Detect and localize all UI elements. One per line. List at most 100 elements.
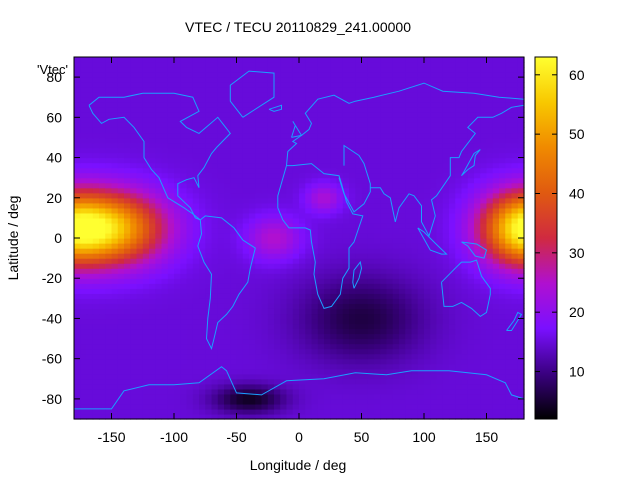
heatmap-cell	[355, 393, 363, 400]
heatmap-cell	[380, 122, 388, 128]
heatmap-cell	[230, 278, 238, 284]
heatmap-cell	[80, 328, 88, 335]
heatmap-cell	[186, 333, 194, 340]
heatmap-cell	[74, 268, 81, 274]
heatmap-cell	[261, 207, 269, 214]
heatmap-cell	[242, 398, 250, 405]
heatmap-cell	[136, 172, 144, 179]
heatmap-cell	[317, 137, 325, 144]
heatmap-cell	[280, 258, 288, 264]
heatmap-cell	[142, 112, 150, 118]
heatmap-cell	[217, 258, 225, 264]
heatmap-cell	[386, 358, 394, 365]
heatmap-cell	[136, 373, 144, 380]
heatmap-cell	[436, 147, 444, 154]
heatmap-cell	[180, 298, 188, 304]
heatmap-cell	[192, 127, 200, 134]
heatmap-cell	[261, 142, 269, 149]
heatmap-cell	[361, 232, 369, 239]
heatmap-cell	[486, 313, 494, 320]
heatmap-cell	[442, 388, 450, 395]
heatmap-cell	[242, 288, 250, 294]
heatmap-cell	[111, 388, 119, 395]
heatmap-cell	[442, 263, 450, 269]
heatmap-cell	[117, 328, 125, 335]
heatmap-cell	[455, 97, 463, 103]
heatmap-cell	[292, 212, 300, 219]
heatmap-cell	[424, 273, 431, 279]
heatmap-cell	[317, 393, 325, 400]
heatmap-cell	[136, 333, 144, 340]
heatmap-cell	[486, 102, 494, 108]
heatmap-cell	[517, 97, 525, 103]
heatmap-cell	[324, 303, 331, 309]
heatmap-cell	[299, 217, 306, 224]
heatmap-cell	[249, 122, 256, 128]
heatmap-cell	[442, 413, 450, 420]
heatmap-cell	[255, 112, 263, 118]
heatmap-cell	[86, 202, 94, 209]
heatmap-cell	[299, 403, 306, 410]
heatmap-cell	[467, 293, 475, 299]
heatmap-cell	[311, 373, 319, 380]
heatmap-cell	[224, 202, 231, 209]
heatmap-cell	[430, 112, 438, 118]
heatmap-cell	[386, 202, 394, 209]
heatmap-cell	[361, 343, 369, 350]
heatmap-cell	[467, 152, 475, 159]
heatmap-cell	[292, 182, 300, 189]
heatmap-cell	[236, 77, 244, 83]
heatmap-cell	[205, 92, 213, 98]
heatmap-cell	[142, 268, 150, 274]
heatmap-cell	[336, 157, 344, 164]
heatmap-cell	[274, 92, 281, 98]
heatmap-cell	[192, 222, 200, 229]
heatmap-cell	[292, 413, 300, 420]
heatmap-cell	[367, 207, 375, 214]
heatmap-cell	[111, 202, 119, 209]
heatmap-cell	[386, 323, 394, 330]
heatmap-cell	[380, 328, 388, 335]
heatmap-cell	[92, 293, 100, 299]
heatmap-cell	[292, 157, 300, 164]
heatmap-cell	[511, 132, 519, 139]
heatmap-cell	[311, 313, 319, 320]
heatmap-cell	[174, 293, 181, 299]
heatmap-cell	[392, 192, 400, 199]
heatmap-cell	[105, 102, 113, 108]
heatmap-cell	[474, 243, 481, 249]
heatmap-cell	[274, 227, 281, 234]
heatmap-cell	[242, 413, 250, 420]
heatmap-cell	[136, 338, 144, 345]
heatmap-cell	[205, 338, 213, 345]
heatmap-cell	[317, 232, 325, 239]
heatmap-cell	[330, 343, 338, 350]
heatmap-cell	[192, 238, 200, 244]
heatmap-cell	[436, 202, 444, 209]
heatmap-cell	[167, 82, 175, 88]
heatmap-cell	[80, 253, 88, 259]
heatmap-cell	[361, 243, 369, 249]
heatmap-cell	[424, 373, 431, 380]
heatmap-cell	[124, 162, 131, 169]
heatmap-cell	[117, 202, 125, 209]
heatmap-cell	[80, 373, 88, 380]
heatmap-cell	[217, 202, 225, 209]
heatmap-cell	[249, 97, 256, 103]
heatmap-cell	[430, 117, 438, 123]
heatmap-cell	[261, 177, 269, 184]
heatmap-cell	[505, 288, 513, 294]
heatmap-cell	[424, 162, 431, 169]
heatmap-cell	[230, 263, 238, 269]
heatmap-cell	[161, 253, 169, 259]
heatmap-cell	[411, 202, 419, 209]
heatmap-cell	[417, 147, 425, 154]
heatmap-cell	[399, 147, 406, 154]
heatmap-cell	[430, 122, 438, 128]
heatmap-cell	[374, 353, 381, 360]
heatmap-cell	[161, 348, 169, 355]
heatmap-cell	[149, 192, 156, 199]
heatmap-cell	[192, 348, 200, 355]
heatmap-cell	[467, 192, 475, 199]
heatmap-cell	[74, 167, 81, 174]
